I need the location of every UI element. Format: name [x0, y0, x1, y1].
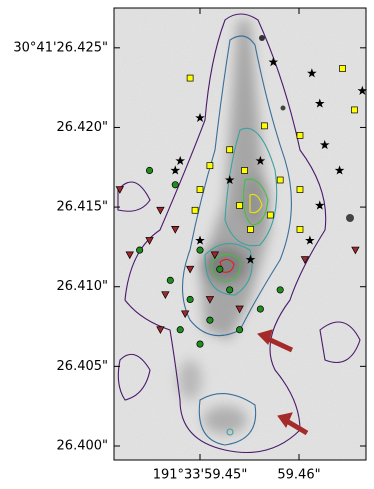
plot-frame: [113, 7, 367, 461]
marker-star: [195, 235, 205, 245]
marker-star: [245, 254, 256, 264]
marker-star: [170, 165, 181, 175]
marker-triangle: [156, 206, 165, 215]
marker-triangle: [125, 251, 134, 260]
marker-triangle: [156, 326, 165, 335]
marker-square: [276, 176, 284, 184]
y-tick-label: 26.400": [57, 438, 108, 453]
marker-square: [351, 106, 358, 114]
marker-circle: [256, 305, 264, 313]
x-tick-label: 191°33'59.45": [153, 468, 248, 483]
marker-star: [305, 235, 315, 245]
marker-triangle: [300, 256, 310, 264]
marker-star: [314, 200, 325, 210]
marker-circle: [196, 246, 204, 254]
marker-square: [339, 65, 346, 72]
marker-star: [224, 174, 235, 185]
marker-triangle: [235, 305, 244, 314]
y-tick-label: 30°41'26.425": [13, 40, 108, 55]
marker-circle: [145, 166, 154, 175]
marker-triangle: [185, 265, 195, 274]
marker-circle: [171, 181, 179, 189]
marker-circle: [276, 286, 284, 294]
marker-square: [296, 132, 304, 139]
marker-circle: [216, 265, 224, 273]
marker-circle: [226, 286, 234, 294]
y-tick-label: 26.420": [57, 120, 108, 135]
marker-star: [255, 155, 266, 165]
y-tick-label: 26.410": [57, 279, 108, 294]
marker-triangle: [171, 226, 180, 234]
marker-circle: [206, 316, 214, 324]
marker-triangle: [205, 296, 215, 304]
marker-square: [206, 162, 214, 170]
marker-circle: [136, 246, 144, 254]
marker-triangle: [115, 186, 125, 194]
marker-circle: [196, 340, 204, 348]
sky-image: [114, 8, 366, 460]
marker-star: [175, 155, 186, 165]
marker-square: [296, 226, 304, 233]
marker-star: [334, 165, 345, 175]
marker-star: [319, 139, 330, 150]
marker-triangle: [145, 237, 154, 245]
marker-star: [307, 68, 317, 78]
marker-triangle: [210, 251, 220, 260]
marker-circle: [186, 295, 194, 304]
marker-triangle: [351, 246, 360, 255]
marker-circle: [176, 326, 184, 334]
x-tick-label: 59.46": [277, 468, 320, 483]
marker-square: [266, 211, 274, 219]
marker-square: [226, 146, 234, 154]
marker-square: [191, 206, 199, 214]
marker-circle: [166, 276, 174, 284]
marker-square: [296, 186, 304, 193]
marker-square: [241, 167, 248, 174]
marker-square: [260, 122, 268, 130]
y-tick-label: 26.405": [57, 359, 108, 374]
marker-triangle: [161, 291, 170, 300]
marker-triangle: [180, 310, 190, 319]
marker-square: [196, 186, 204, 193]
marker-circle: [236, 326, 244, 334]
marker-star: [357, 85, 368, 95]
y-tick-label: 26.415": [57, 200, 108, 215]
marker-star: [195, 112, 205, 122]
marker-square: [247, 226, 254, 233]
arrows: [257, 329, 309, 436]
marker-square: [236, 202, 243, 209]
marker-star: [314, 98, 325, 108]
markers: [115, 57, 368, 348]
marker-square: [186, 74, 194, 82]
marker-star: [268, 57, 279, 67]
